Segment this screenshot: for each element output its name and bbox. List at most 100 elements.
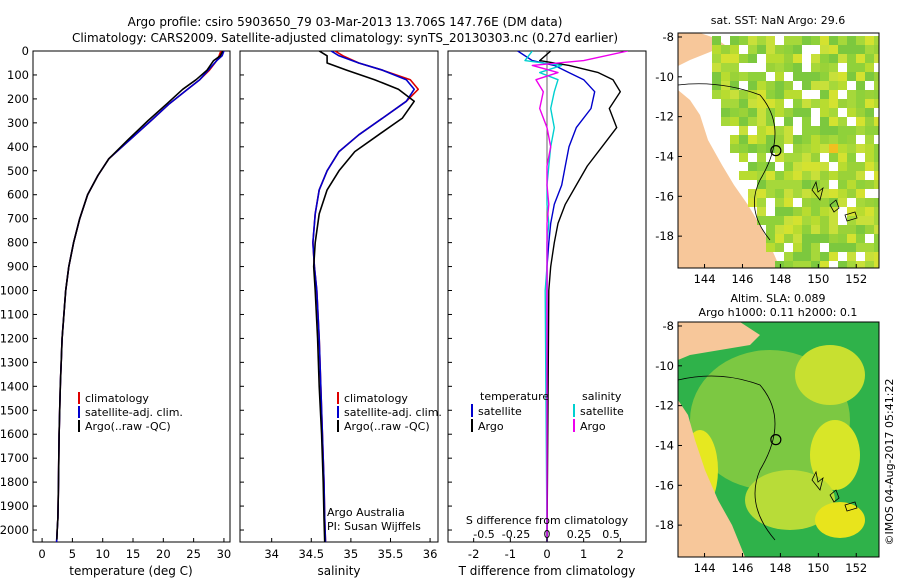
sst-cell — [829, 216, 838, 225]
sst-cell — [811, 135, 820, 144]
sst-cell — [865, 72, 874, 81]
sst-contour — [678, 83, 776, 241]
depth-tick-label: 1600 — [0, 427, 29, 441]
sst-cell — [838, 54, 847, 63]
sst-cell — [748, 81, 757, 90]
sst-cell — [802, 216, 811, 225]
sst-cell — [739, 36, 748, 45]
sst-cell — [766, 216, 775, 225]
sst-cell — [766, 99, 775, 108]
sst-cell — [748, 198, 757, 207]
sst-cell — [820, 90, 829, 99]
legend-label-climatology: climatology — [85, 392, 149, 405]
depth-tick-label: 1000 — [0, 284, 29, 298]
sst-map-ticks: 144 146 148 150 152 -8 -10 -12 -14 -16 -18 — [655, 30, 867, 286]
sst-cell — [784, 252, 793, 261]
sst-cell — [829, 126, 838, 135]
figure-title-line1: Argo profile: csiro 5903650_79 03-Mar-20… — [128, 15, 563, 29]
sst-cell — [829, 252, 838, 261]
depth-tick-label: 500 — [7, 164, 29, 178]
x-axis-ticks: 0 5 10 15 20 25 30 34 34.5 35 35.5 36 -2 -1 0 1 2 — [38, 538, 624, 561]
sst-cell — [838, 117, 847, 126]
sst-cell — [838, 45, 847, 54]
sst-cell — [865, 90, 874, 99]
sst-cell — [748, 99, 757, 108]
sst-cell — [847, 252, 856, 261]
sst-cell — [856, 54, 865, 63]
sst-cell — [748, 54, 757, 63]
sst-cell — [730, 81, 739, 90]
sst-cell — [847, 171, 856, 180]
x-tick-label: 15 — [126, 547, 141, 561]
depth-tick-label: 200 — [7, 92, 29, 106]
sst-cell — [784, 45, 793, 54]
map-x-tick-label: 146 — [731, 272, 753, 286]
sst-cell — [820, 189, 829, 198]
sst-cell — [811, 36, 820, 45]
sst-cell — [838, 36, 847, 45]
depth-tick-label: 1800 — [0, 475, 29, 489]
sla-high5 — [815, 502, 865, 538]
sst-cell — [802, 126, 811, 135]
sst-cell — [829, 189, 838, 198]
sst-cell — [784, 36, 793, 45]
sst-cell — [829, 90, 838, 99]
sla-contour — [678, 375, 776, 541]
sst-cell — [820, 72, 829, 81]
sst-cell — [793, 189, 802, 198]
sst-cell — [766, 117, 775, 126]
sst-cell — [811, 243, 820, 252]
sst-cell — [721, 72, 730, 81]
sst-cell — [766, 45, 775, 54]
sst-cell — [865, 135, 874, 144]
sst-cell — [766, 90, 775, 99]
sst-cell — [721, 108, 730, 117]
map-y-tick-label: -18 — [655, 229, 674, 243]
x-tick-label: 0 — [38, 547, 45, 561]
sst-cell — [874, 261, 879, 268]
sst-cell — [865, 63, 874, 72]
sst-cell — [838, 144, 847, 153]
sst-cell — [775, 261, 784, 268]
sst-cell — [775, 45, 784, 54]
sst-cell — [775, 135, 784, 144]
sst-cell — [748, 108, 757, 117]
sst-cell — [802, 162, 811, 171]
sst-cell — [838, 99, 847, 108]
sst-cell — [820, 126, 829, 135]
sla-map-title2: Argo h1000: 0.11 h2000: 0.1 — [699, 306, 858, 319]
map-y-tick-label: -8 — [663, 30, 674, 44]
sst-cell — [874, 162, 879, 171]
sst-cell — [847, 108, 856, 117]
sst-cell — [775, 99, 784, 108]
sst-cell — [775, 72, 784, 81]
sst-cell — [739, 117, 748, 126]
map-x-tick-label: 148 — [769, 561, 791, 575]
sst-cell — [739, 153, 748, 162]
map-x-tick-label: 150 — [807, 561, 829, 575]
sst-cell — [874, 81, 879, 90]
sst-cell — [775, 144, 784, 153]
sst-cell — [829, 108, 838, 117]
sst-cell — [829, 153, 838, 162]
sst-cell — [757, 45, 766, 54]
sst-cell — [847, 225, 856, 234]
sst-cell — [802, 135, 811, 144]
sst-cell — [820, 171, 829, 180]
sst-cell — [712, 63, 721, 72]
sla-land-australia — [678, 400, 745, 557]
sst-cell — [865, 162, 874, 171]
sst-cell — [838, 126, 847, 135]
sst-cell — [739, 99, 748, 108]
sst-cell — [874, 180, 879, 189]
sla-map — [678, 322, 879, 557]
sst-cell — [802, 207, 811, 216]
sst-cell — [793, 36, 802, 45]
sst-cell — [739, 108, 748, 117]
depth-tick-label: 2000 — [0, 523, 29, 537]
sst-cell — [757, 117, 766, 126]
sst-cell — [811, 234, 820, 243]
sst-cell — [847, 72, 856, 81]
x-tick-label: 2 — [617, 547, 624, 561]
sst-cell — [811, 54, 820, 63]
